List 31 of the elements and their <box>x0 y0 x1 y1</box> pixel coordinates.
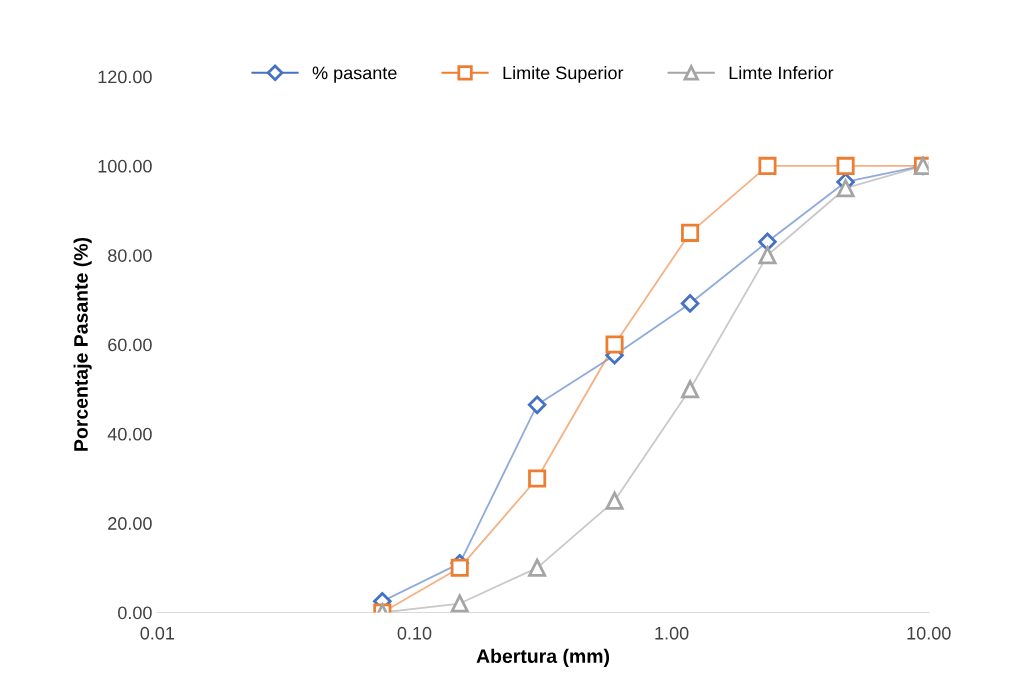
point <box>758 156 777 175</box>
y-tick-label: 60.00 <box>108 338 152 352</box>
x-tick-label: 1.00 <box>655 626 689 640</box>
y-tick-label: 0.00 <box>118 606 152 620</box>
point <box>528 558 547 577</box>
legend-label: % pasante <box>312 66 397 83</box>
point <box>680 294 700 313</box>
y-tick-label: 100.00 <box>98 159 152 173</box>
x-axis-title: Abertura (mm) <box>476 648 610 667</box>
x-tick-label: 0.01 <box>140 626 175 640</box>
point <box>681 223 700 242</box>
x-tick-label: 0.10 <box>397 626 432 640</box>
point <box>836 179 855 198</box>
point <box>836 156 855 175</box>
y-tick-label: 120.00 <box>98 70 152 84</box>
legend-label: Limte Inferior <box>729 66 834 80</box>
x-tick-label: 10.00 <box>907 626 951 640</box>
y-tick-label: 20.00 <box>108 517 152 530</box>
point <box>450 558 469 577</box>
y-axis-title: Porcentaje Pasante (%) <box>73 237 92 451</box>
y-tick-label: 40.00 <box>107 427 152 441</box>
point <box>605 335 624 354</box>
point <box>528 469 547 488</box>
y-tick-label: 80.00 <box>108 249 152 262</box>
point <box>450 594 469 613</box>
point <box>527 395 547 415</box>
point <box>681 380 700 399</box>
legend-label: Limite Superior <box>503 66 624 83</box>
point <box>758 232 777 252</box>
point <box>758 246 777 265</box>
point <box>605 491 624 510</box>
